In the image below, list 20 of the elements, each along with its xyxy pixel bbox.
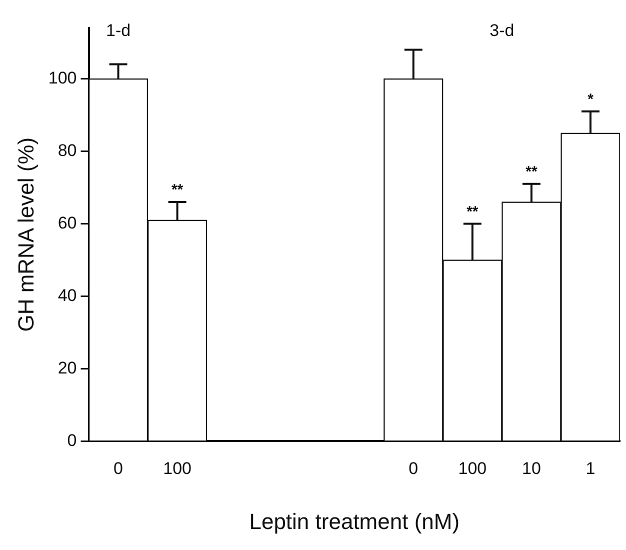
y-tick-label: 0 [67, 430, 77, 450]
x-tick-label: 1 [586, 459, 596, 478]
y-tick-label: 100 [48, 68, 77, 88]
x-tick-label: 100 [163, 459, 192, 478]
y-tick-label: 20 [58, 358, 77, 378]
x-tick-label: 100 [458, 459, 487, 478]
y-tick-label: 40 [58, 286, 77, 305]
y-axis-title: GH mRNA level (%) [13, 137, 38, 332]
y-tick-label: 60 [58, 213, 77, 232]
x-tick-label: 10 [522, 459, 541, 478]
annotation: 1-d [106, 21, 131, 40]
data-label: ** [466, 203, 478, 220]
x-tick-label: 0 [408, 459, 418, 478]
x-axis-title: Leptin treatment (nM) [249, 508, 460, 534]
data-label: ** [526, 163, 538, 180]
x-tick-label: 0 [114, 459, 124, 478]
data-label: ** [171, 182, 184, 199]
y-tick-label: 80 [58, 140, 77, 160]
data-label: * [588, 91, 594, 108]
annotation: 3-d [490, 21, 514, 40]
